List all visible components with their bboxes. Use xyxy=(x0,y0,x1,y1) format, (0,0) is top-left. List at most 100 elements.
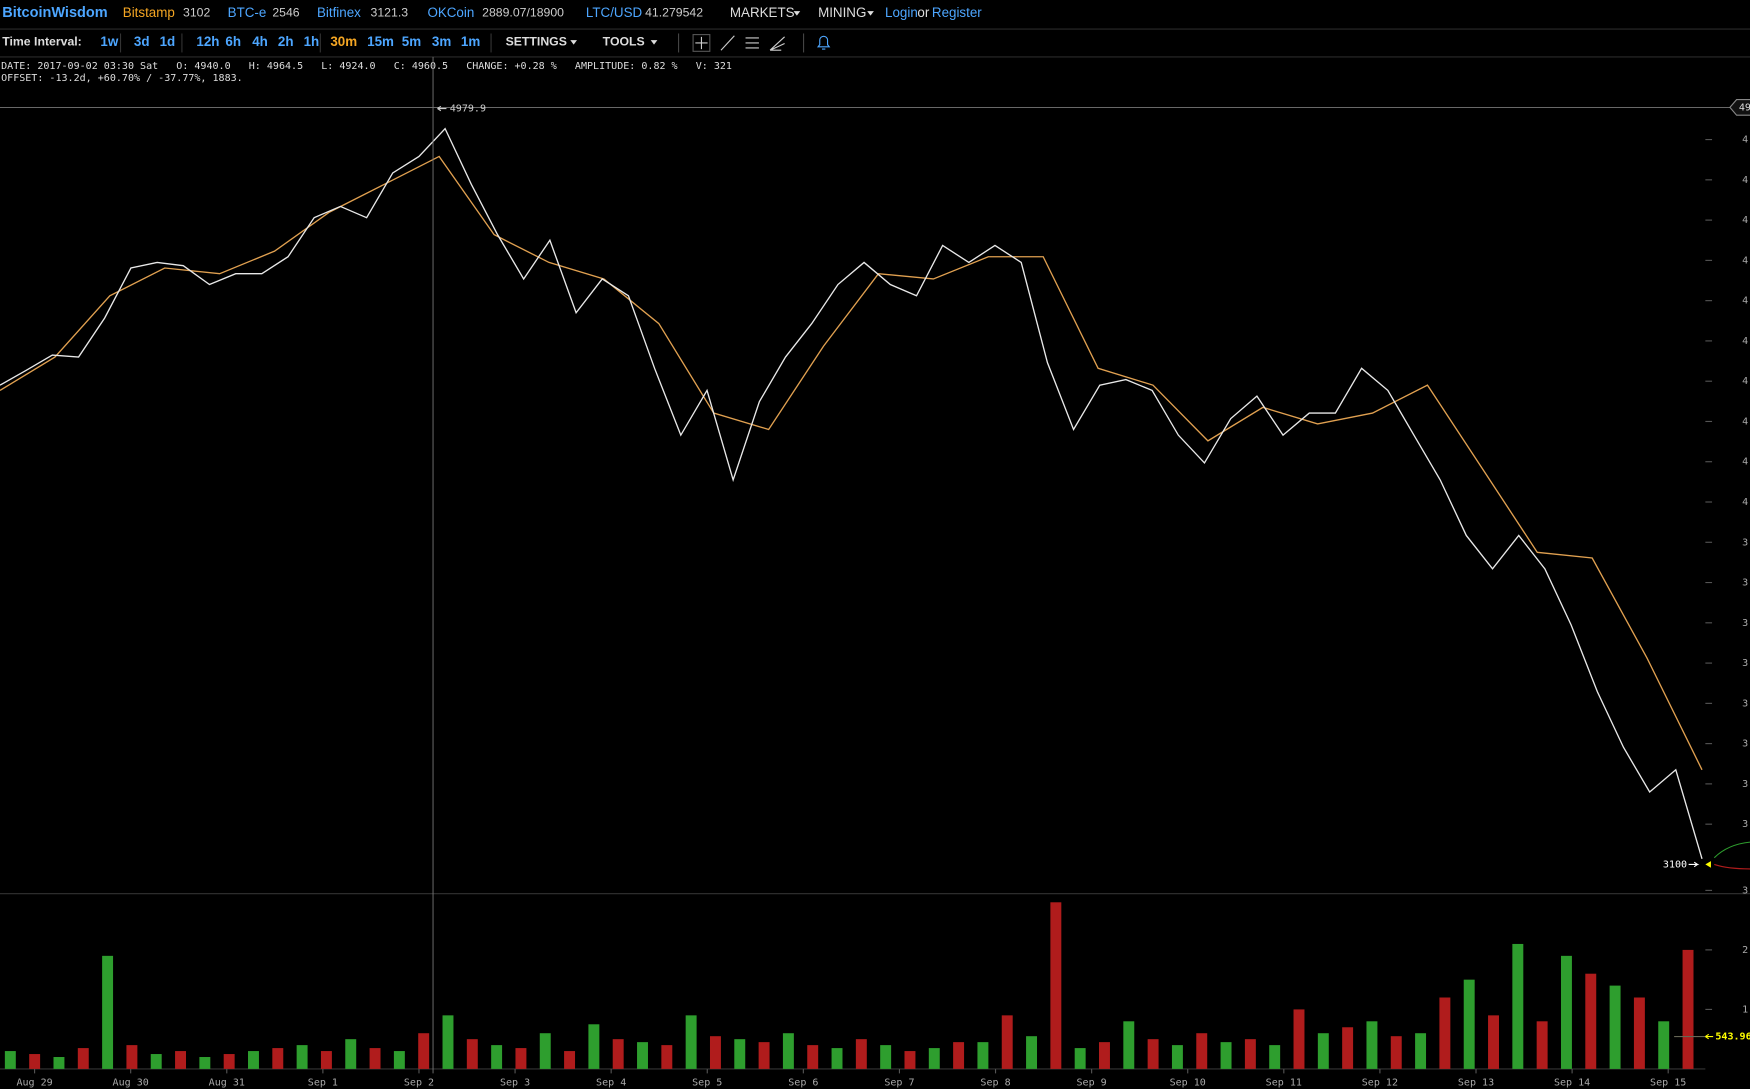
volume-bar xyxy=(1050,902,1062,1069)
volume-bar xyxy=(539,1033,551,1069)
volume-bar xyxy=(369,1048,381,1069)
x-tick-label: Sep 10 xyxy=(1170,1077,1206,1088)
interval-button[interactable]: 30m xyxy=(330,34,357,49)
volume-bar xyxy=(880,1045,892,1069)
fan-tool[interactable] xyxy=(769,36,785,51)
volume-bar xyxy=(1609,985,1621,1069)
interval-button[interactable]: 15m xyxy=(367,34,394,49)
y-tick-label: 3 xyxy=(1742,658,1748,669)
volume-bar xyxy=(1147,1039,1159,1069)
interval-button[interactable]: 6h xyxy=(225,34,241,49)
slow-ma-line xyxy=(0,155,1703,771)
y-tick-label: 4 xyxy=(1742,457,1748,468)
volume-bar xyxy=(588,1024,600,1069)
volume-bar xyxy=(1415,1033,1427,1069)
market-name[interactable]: BTC-e xyxy=(228,5,267,20)
volume-bar xyxy=(515,1048,527,1069)
volume-bar xyxy=(1001,1015,1013,1069)
interval-button[interactable]: 3d xyxy=(134,34,150,49)
y-tick-label: 3 xyxy=(1742,739,1748,750)
caret xyxy=(650,40,658,45)
market-name[interactable]: Bitstamp xyxy=(123,5,175,20)
interval-button[interactable]: 3m xyxy=(432,34,451,49)
y-tick-label: 4 xyxy=(1742,296,1748,307)
volume-bar xyxy=(1074,1048,1086,1069)
y-tick-label: 3 xyxy=(1742,537,1748,548)
volume-bar xyxy=(1099,1042,1110,1069)
volume-marker-label: 543.96 xyxy=(1715,1032,1750,1043)
volume-bar xyxy=(77,1048,89,1069)
last-price-label: 3100 xyxy=(1663,859,1687,870)
volume-bar xyxy=(1512,943,1524,1069)
volume-bar xyxy=(734,1039,746,1069)
interval-button[interactable]: 2h xyxy=(278,34,294,49)
volume-bar xyxy=(199,1057,211,1069)
interval-button[interactable]: 5m xyxy=(402,34,421,49)
market-price: 41.279542 xyxy=(645,6,703,20)
volume-bar xyxy=(442,1015,454,1069)
y-tick-label: 4 xyxy=(1742,376,1748,387)
y-tick-label: 4 xyxy=(1742,175,1748,186)
brand[interactable]: BitcoinWisdom xyxy=(2,5,107,21)
x-tick-label: Sep 7 xyxy=(884,1077,914,1088)
volume-bar xyxy=(1123,1021,1135,1069)
volume-bar xyxy=(466,1039,478,1069)
volume-bar xyxy=(1220,1042,1232,1069)
market-price: 3121.3 xyxy=(371,6,409,20)
interval-button[interactable]: 1d xyxy=(160,34,176,49)
x-tick-label: Sep 2 xyxy=(404,1077,434,1088)
volume-bar xyxy=(661,1045,673,1069)
x-tick-label: Sep 12 xyxy=(1362,1077,1398,1088)
interval-button[interactable]: 1m xyxy=(461,34,480,49)
interval-button[interactable]: 4h xyxy=(252,34,268,49)
volume-bar xyxy=(855,1039,867,1069)
y-tick-label: 3 xyxy=(1742,698,1748,709)
interval-button[interactable]: 1w xyxy=(100,34,118,49)
menu[interactable]: MINING xyxy=(818,5,866,20)
y-tick-label: 4 xyxy=(1742,336,1748,347)
tools-menu[interactable]: TOOLS xyxy=(603,35,645,49)
volume-bar xyxy=(709,1036,721,1069)
x-tick-label: Sep 11 xyxy=(1266,1077,1302,1088)
volume-bar xyxy=(345,1039,357,1069)
volume-bar xyxy=(1244,1039,1256,1069)
x-tick-label: Sep 5 xyxy=(692,1077,722,1088)
login-link[interactable]: Login xyxy=(885,5,918,20)
volume-bar xyxy=(1658,1021,1670,1069)
x-tick-label: Sep 4 xyxy=(596,1077,626,1088)
x-tick-label: Sep 6 xyxy=(788,1077,818,1088)
hline-tool[interactable] xyxy=(745,37,759,49)
interval-button[interactable]: 12h xyxy=(196,34,219,49)
arrow xyxy=(437,105,447,112)
axis-marker: 49 xyxy=(1739,102,1750,113)
y-tick-label: 3 xyxy=(1742,578,1748,589)
volume-bar xyxy=(1026,1036,1038,1069)
market-name[interactable]: LTC/USD xyxy=(586,5,643,20)
volume-bar xyxy=(1269,1045,1281,1069)
volume-bar xyxy=(296,1045,308,1069)
caret xyxy=(793,11,801,16)
interval-group: 1w 3d 1d 12h 6h 4h 2h 1h 30m 15m 5m 3m 1m xyxy=(100,33,492,53)
high-label: 4979.9 xyxy=(450,104,486,115)
register-link[interactable]: Register xyxy=(932,5,982,20)
interval-button[interactable]: 1h xyxy=(304,34,320,49)
market-name[interactable]: Bitfinex xyxy=(317,5,361,20)
alert-tool[interactable] xyxy=(816,35,831,50)
crosshair-tool[interactable] xyxy=(692,34,711,52)
volume-bar xyxy=(1439,997,1451,1069)
settings-menu[interactable]: SETTINGS xyxy=(506,35,567,49)
volume-bar xyxy=(953,1042,965,1069)
volume-bar xyxy=(1536,1021,1548,1069)
line-tool[interactable] xyxy=(720,35,735,51)
volume-bar xyxy=(53,1057,65,1069)
crosshair-icon xyxy=(695,36,708,50)
x-tick-label: Sep 13 xyxy=(1458,1077,1494,1088)
menu[interactable]: MARKETS xyxy=(730,5,795,20)
volume-bar xyxy=(29,1054,41,1069)
volume-bar xyxy=(248,1051,259,1069)
volume-bar xyxy=(685,1015,697,1069)
fast-ma-line xyxy=(0,127,1703,860)
volume-bar xyxy=(418,1033,430,1069)
market-name[interactable]: OKCoin xyxy=(427,5,474,20)
x-tick-label: Aug 30 xyxy=(113,1077,149,1088)
